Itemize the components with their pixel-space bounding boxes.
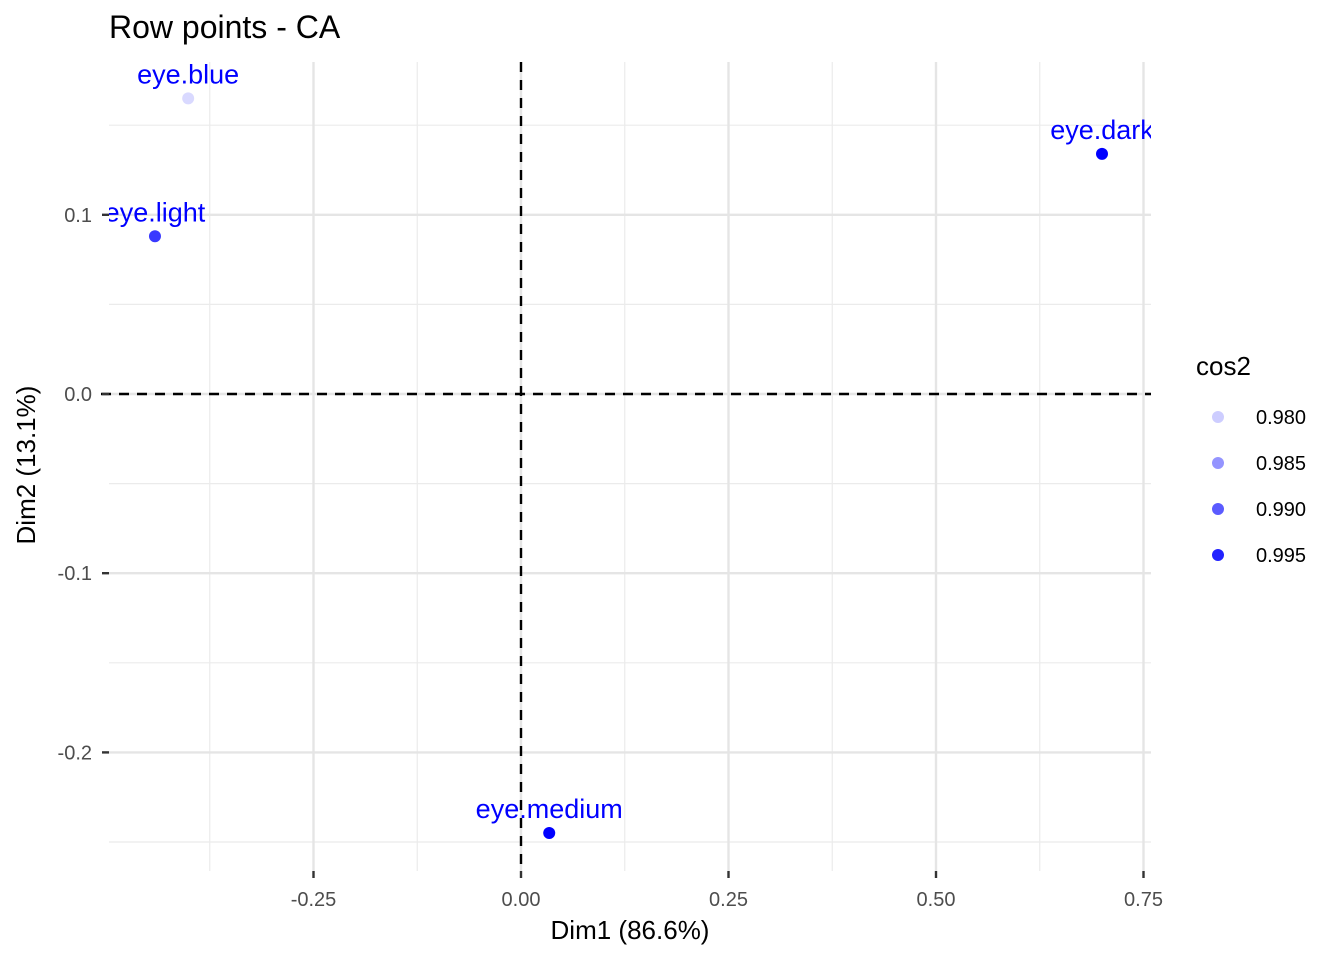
point-label: eye.medium [476,794,623,824]
y-tick-label: 0.0 [64,384,92,406]
legend-label: 0.985 [1256,453,1306,475]
data-point [1096,147,1108,160]
x-tick-label: -0.25 [291,889,337,911]
data-points: eye.blue eye.light eye.dark eye.medium [105,59,1154,840]
legend-key [1212,457,1224,469]
data-point [148,230,161,243]
x-tick-label: 0.75 [1124,889,1163,911]
chart-title: Row points - CA [109,9,341,45]
legend-label: 0.995 [1256,545,1306,567]
legend-label: 0.980 [1256,407,1306,429]
legend-title: cos2 [1196,351,1251,381]
plot-area: -0.25 0.00 0.25 0.50 0.75 -0.2 -0.1 0.0 0.1 eye.b… [58,59,1163,911]
x-tick-label: 0.00 [502,889,541,911]
data-point [182,92,195,105]
legend-key [1212,411,1224,423]
legend-label: 0.990 [1256,499,1306,521]
x-tick-label: 0.50 [917,889,956,911]
legend-key [1212,549,1224,561]
point-label: eye.blue [137,59,239,89]
y-tick-label: -0.1 [58,563,92,585]
y-tick-label: -0.2 [58,742,92,764]
y-axis-title: Dim2 (13.1%) [11,386,41,545]
point-label: eye.light [105,197,206,227]
point-label: eye.dark [1050,115,1154,145]
legend: cos2 0.980 0.985 0.990 0.995 [1196,351,1306,567]
legend-key [1212,503,1224,515]
x-tick-label: 0.25 [709,889,748,911]
data-point [543,827,556,840]
x-axis-title: Dim1 (86.6%) [551,915,710,945]
y-tick-label: 0.1 [64,205,92,227]
